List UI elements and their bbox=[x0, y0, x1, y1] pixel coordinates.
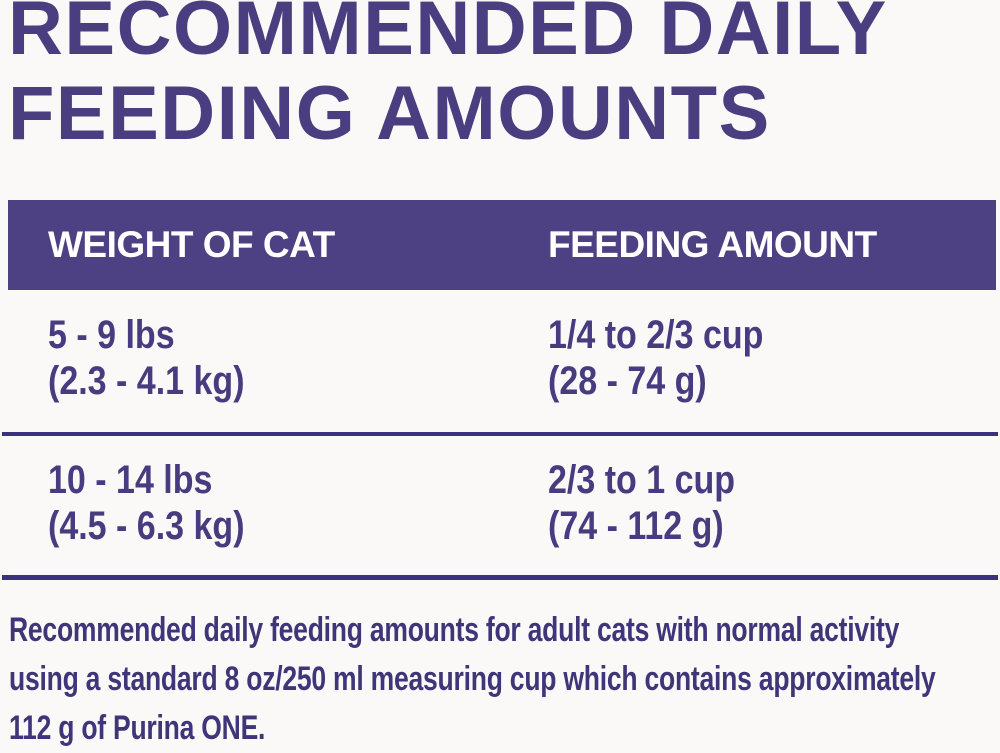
weight-lbs-value: 5 - 9 lbs bbox=[48, 313, 175, 357]
page-title: RECOMMENDED DAILY FEEDING AMOUNTS bbox=[8, 0, 888, 156]
footnote: Recommended daily feeding amounts for ad… bbox=[9, 606, 1000, 753]
weight-cell: 5 - 9 lbs (2.3 - 4.1 kg) bbox=[48, 312, 279, 404]
weight-kg-value: (2.3 - 4.1 kg) bbox=[48, 359, 245, 403]
amount-cup-value: 2/3 to 1 cup bbox=[548, 458, 736, 502]
page-title-line2: FEEDING AMOUNTS bbox=[8, 71, 771, 156]
weight-lbs-value: 10 - 14 lbs bbox=[48, 458, 213, 502]
page-title-line1: RECOMMENDED DAILY bbox=[8, 0, 888, 71]
row-divider bbox=[2, 432, 998, 436]
weight-cell: 10 - 14 lbs (4.5 - 6.3 kg) bbox=[48, 457, 279, 549]
amount-cell: 2/3 to 1 cup (74 - 112 g) bbox=[548, 457, 768, 549]
footnote-line1: Recommended daily feeding amounts for ad… bbox=[9, 611, 900, 649]
amount-cell: 1/4 to 2/3 cup (28 - 74 g) bbox=[548, 312, 801, 404]
footnote-line3: 112 g of Purina ONE. bbox=[9, 709, 266, 747]
column-header-feeding-amount: FEEDING AMOUNT bbox=[548, 224, 877, 265]
amount-cup-value: 1/4 to 2/3 cup bbox=[548, 313, 764, 357]
footnote-line2: using a standard 8 oz/250 ml measuring c… bbox=[9, 660, 936, 698]
weight-kg-value: (4.5 - 6.3 kg) bbox=[48, 504, 245, 548]
column-header-weight-of-cat: WEIGHT OF CAT bbox=[48, 224, 335, 265]
amount-g-value: (74 - 112 g) bbox=[548, 504, 724, 548]
table-header-bar: WEIGHT OF CAT FEEDING AMOUNT bbox=[8, 200, 996, 290]
table-bottom-divider bbox=[2, 575, 998, 580]
amount-g-value: (28 - 74 g) bbox=[548, 359, 707, 403]
